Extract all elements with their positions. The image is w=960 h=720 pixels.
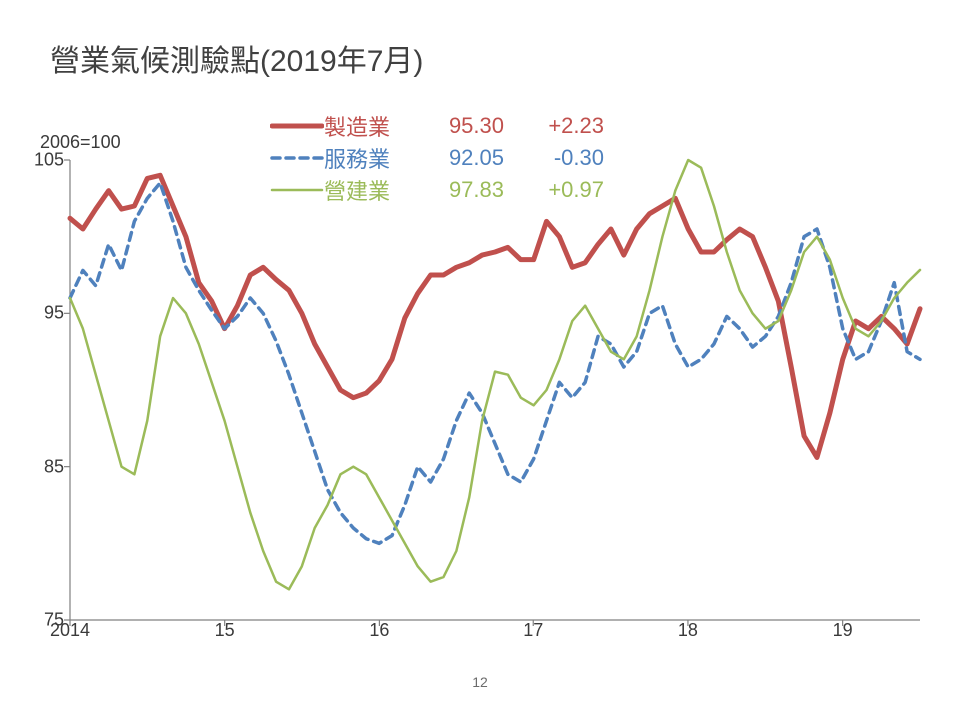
- y-tick-label: 105: [34, 150, 64, 171]
- chart-title: 營業氣候測驗點(2019年7月): [50, 36, 423, 80]
- x-tick-label: 15: [215, 620, 235, 641]
- legend-series-name: 製造業: [324, 110, 414, 142]
- x-tick-label: 19: [833, 620, 853, 641]
- legend-series-value: 95.30: [414, 113, 504, 139]
- x-tick-label: 18: [678, 620, 698, 641]
- y-tick-label: 85: [44, 456, 64, 477]
- x-tick-label: 17: [523, 620, 543, 641]
- page-number: 12: [472, 674, 488, 690]
- x-tick-label: 16: [369, 620, 389, 641]
- series-line: [70, 175, 920, 457]
- chart-area: [70, 160, 920, 620]
- legend-row: 製造業95.30+2.23: [270, 110, 604, 142]
- x-tick-label: 2014: [50, 620, 90, 641]
- line-chart-svg: [70, 160, 920, 620]
- legend-swatch: [270, 114, 324, 138]
- y-tick-label: 95: [44, 303, 64, 324]
- legend-series-delta: +2.23: [504, 113, 604, 139]
